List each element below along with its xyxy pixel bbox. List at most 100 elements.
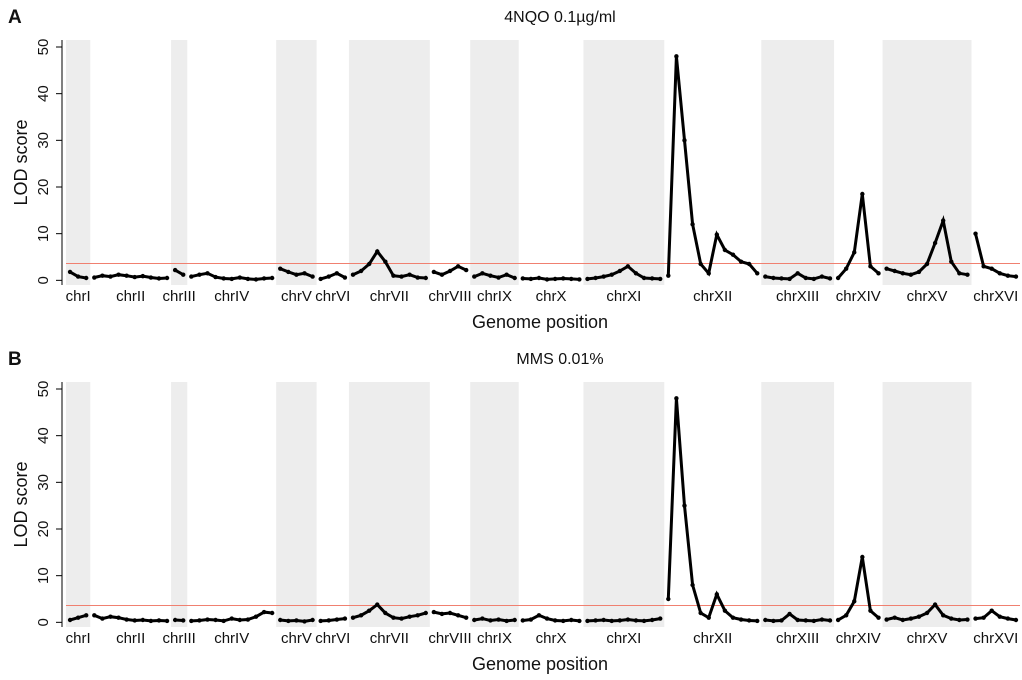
lod-point [892, 615, 897, 620]
lod-point [569, 276, 574, 282]
y-tick-label: 10 [35, 225, 52, 242]
lod-point [908, 272, 914, 277]
x-tick-label: chrXVI [973, 630, 1018, 647]
lod-point [164, 275, 170, 281]
lod-point [269, 610, 275, 616]
lod-point [722, 247, 728, 253]
lod-point [407, 272, 412, 277]
lod-point [463, 267, 469, 273]
x-tick-label: chrIX [477, 288, 512, 305]
lod-point [997, 271, 1002, 276]
lod-point [358, 268, 364, 274]
lod-point [528, 276, 534, 282]
lod-point [682, 138, 687, 143]
chromosome-band [470, 382, 519, 627]
lod-point [278, 617, 283, 623]
lod-point [407, 614, 412, 619]
lod-point [997, 614, 1002, 619]
lod-point [957, 271, 962, 276]
lod-point [722, 608, 728, 613]
chromosome-band [276, 40, 317, 285]
lod-point [601, 274, 606, 279]
lod-point [811, 618, 817, 624]
lod-point [609, 618, 614, 624]
lod-point [245, 276, 251, 282]
lod-point [423, 610, 428, 616]
lod-point [278, 266, 283, 271]
lod-point [658, 616, 663, 621]
lod-point [552, 618, 558, 623]
x-tick-label: chrI [66, 630, 91, 647]
lod-point [730, 252, 736, 257]
lod-point [253, 277, 259, 282]
chromosome-band [171, 382, 188, 627]
y-axis-label: LOD score [11, 119, 31, 205]
lod-point [973, 616, 978, 621]
lod-trace [352, 602, 427, 621]
chart-title: MMS 0.01% [516, 351, 603, 368]
y-tick-label: 50 [35, 381, 52, 398]
lod-trace [320, 617, 346, 623]
lod-point [431, 269, 437, 275]
lod-point [965, 617, 970, 622]
x-tick-label: chrIV [214, 288, 249, 305]
lod-point [100, 616, 105, 621]
lod-point [617, 268, 623, 274]
lod-point [116, 615, 121, 620]
x-tick-label: chrVII [370, 288, 409, 305]
lod-point [682, 503, 687, 508]
panel-letter: B [8, 349, 22, 370]
lod-point [342, 616, 348, 621]
y-tick-label: 50 [35, 39, 52, 56]
lod-point [67, 617, 73, 623]
y-axis-label: LOD score [11, 461, 31, 547]
lod-trace [587, 617, 661, 623]
lod-point [811, 276, 817, 282]
lod-point [261, 609, 267, 615]
lod-point [940, 218, 946, 223]
chromosome-band [66, 382, 91, 627]
lod-point [366, 608, 372, 613]
lod-point [706, 615, 711, 620]
lod-point [447, 610, 453, 616]
lod-point [366, 261, 372, 267]
lod-point [342, 275, 348, 280]
x-tick-label: chrXV [907, 630, 948, 647]
chromosome-band [276, 382, 317, 627]
lod-point [423, 275, 428, 281]
lod-point [763, 617, 768, 623]
lod-point [253, 614, 259, 619]
lod-point [1005, 616, 1011, 621]
lod-trace [93, 273, 168, 281]
x-tick-label: chrXI [606, 288, 641, 305]
lod-point [318, 618, 323, 624]
x-tick-label: chrIII [163, 288, 196, 305]
lod-point [1005, 273, 1011, 278]
chromosome-band [882, 382, 972, 627]
x-axis-label: Genome position [472, 654, 608, 674]
lod-point [876, 271, 881, 276]
lod-point [738, 259, 744, 264]
lod-point [795, 271, 800, 276]
lod-point [463, 615, 469, 620]
lod-point [860, 554, 865, 560]
chart-title: 4NQO 0.1µg/ml [504, 9, 615, 26]
lod-point [852, 599, 857, 604]
lod-point [633, 618, 639, 623]
lod-point [949, 616, 954, 621]
x-tick-label: chrXII [693, 288, 732, 305]
lod-point [965, 272, 970, 277]
chromosome-band [583, 40, 665, 285]
x-tick-label: chrI [66, 288, 91, 305]
lod-point [900, 617, 905, 623]
lod-point [92, 613, 97, 618]
y-tick-label: 40 [35, 427, 52, 444]
lod-point [140, 273, 146, 279]
lod-point [989, 608, 994, 613]
y-tick-label: 40 [35, 85, 52, 102]
x-tick-label: chrXVI [973, 288, 1018, 305]
lod-point [496, 617, 501, 622]
lod-point [924, 610, 930, 616]
x-tick-label: chrXI [606, 630, 641, 647]
lod-point [455, 264, 461, 269]
